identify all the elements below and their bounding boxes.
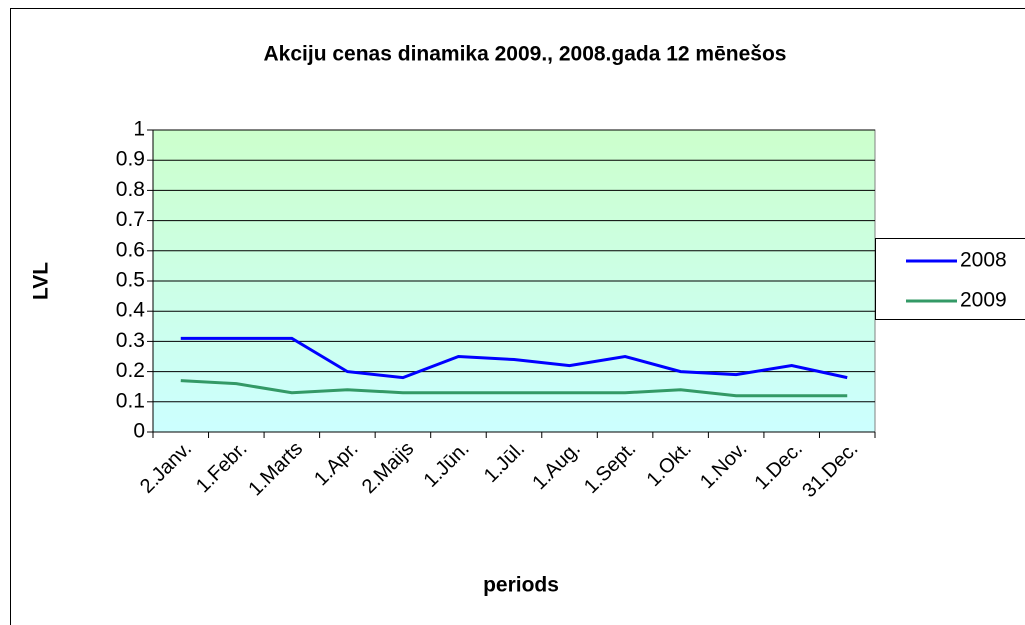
y-tick-label: 0.8: [116, 178, 145, 201]
y-tick-label: 0.3: [116, 329, 145, 352]
series-line: [180, 379, 848, 398]
y-axis-title: LVL: [30, 262, 53, 300]
legend-label: 2008: [960, 249, 1007, 272]
y-tick-label: 0.6: [116, 238, 145, 261]
y-tick-label: 0: [133, 420, 145, 443]
x-axis-title: periods: [483, 574, 559, 597]
y-tick-label: 1: [133, 118, 145, 141]
y-tick-label: 0.5: [116, 269, 145, 292]
y-tick-label: 0.9: [116, 148, 145, 171]
y-tick-label: 0.1: [116, 389, 145, 412]
series-line: [180, 336, 848, 380]
y-tick-label: 0.2: [116, 359, 145, 382]
y-tick-label: 0.4: [116, 299, 146, 322]
chart-title: Akciju cenas dinamika 2009., 2008.gada 1…: [264, 43, 787, 66]
y-tick-label: 0.7: [116, 208, 145, 231]
legend-label: 2009: [960, 289, 1007, 312]
legend: [875, 238, 1025, 320]
